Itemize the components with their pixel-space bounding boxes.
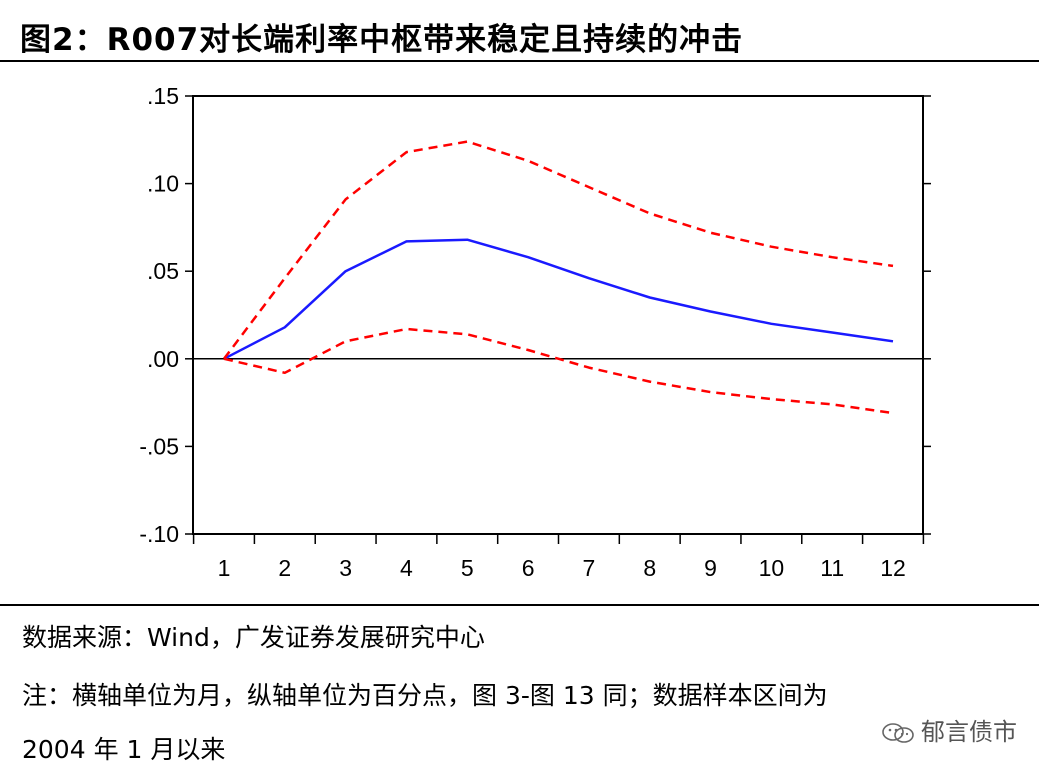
x-tick-label: 10 <box>759 555 785 581</box>
y-tick-label: .05 <box>147 258 179 284</box>
wechat-icon <box>882 723 914 743</box>
plot-frame <box>192 95 924 535</box>
x-tick-label: 6 <box>522 555 535 581</box>
x-tick-label: 11 <box>820 555 844 581</box>
y-tick-label: .15 <box>147 83 179 109</box>
footer-divider <box>0 604 1039 606</box>
x-tick-label: 4 <box>400 555 413 581</box>
x-tick-label: 1 <box>218 555 231 581</box>
x-tick-label: 9 <box>704 555 717 581</box>
title-divider <box>0 60 1039 62</box>
watermark: 郁言债市 <box>881 712 1017 747</box>
data-source-text: 数据来源：Wind，广发证券发展研究中心 <box>22 623 485 652</box>
y-tick-label: .00 <box>147 346 179 372</box>
y-tick-label: .10 <box>147 171 179 197</box>
x-tick-label: 2 <box>278 555 291 581</box>
series-line-lower-band <box>223 327 894 415</box>
figure-title: 图2：R007对长端利率中枢带来稳定且持续的冲击 <box>20 22 744 58</box>
impulse-response-chart: .15.10.05.00-.05-.101 2 3 4 5 6 7 8 9 10 11 12 <box>139 83 931 581</box>
series-line-upper-band <box>223 140 894 360</box>
x-tick-label: 5 <box>461 555 474 581</box>
x-tick-label: 8 <box>643 555 656 581</box>
x-tick-label: 7 <box>583 555 596 581</box>
x-tick-label: 12 <box>880 555 906 581</box>
series-line-response <box>223 238 894 360</box>
watermark-text: 郁言债市 <box>921 718 1017 746</box>
x-tick-label: 3 <box>339 555 352 581</box>
y-tick-label: -.10 <box>139 521 179 547</box>
note-text-line2: 2004 年 1 月以来 <box>22 735 226 764</box>
y-tick-label: -.05 <box>139 433 179 459</box>
note-text-line1: 注：横轴单位为月，纵轴单位为百分点，图 3-图 13 同；数据样本区间为 <box>22 681 828 710</box>
